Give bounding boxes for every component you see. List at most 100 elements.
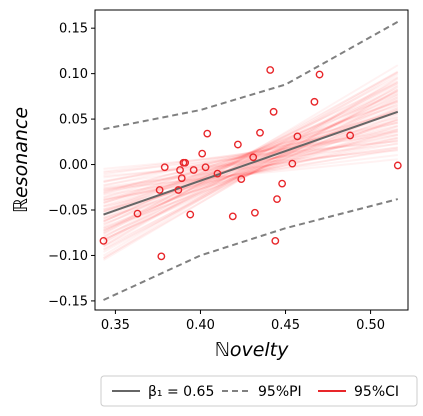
data-point xyxy=(155,186,164,194)
ci-sample-line xyxy=(103,82,399,223)
prediction-interval xyxy=(103,20,399,301)
data-point xyxy=(189,166,198,174)
y-axis-ticks: −0.15 −0.10 −0.05 0.00 0.05 0.10 0.15 xyxy=(48,22,95,309)
ci-sample-line xyxy=(103,142,398,202)
ci-sample-line xyxy=(103,120,399,187)
ci-sample-line xyxy=(103,138,399,208)
ci-sample-line xyxy=(103,75,399,233)
data-point xyxy=(278,179,287,188)
data-point xyxy=(269,107,278,116)
ci-sample-line xyxy=(102,85,399,261)
data-point xyxy=(177,174,186,183)
y-tick-label: −0.05 xyxy=(48,204,88,219)
ci-sample-line xyxy=(103,71,399,234)
data-point xyxy=(99,237,108,245)
y-tick-label: −0.15 xyxy=(48,294,88,309)
ci-sample-line xyxy=(103,107,399,241)
pi-upper-line xyxy=(103,20,399,131)
data-point xyxy=(315,70,324,79)
ci-sample-line xyxy=(103,147,398,201)
data-points xyxy=(99,66,402,261)
ci-sample-line xyxy=(103,93,399,213)
ci-sample-line xyxy=(102,77,399,260)
y-tick-label: 0.10 xyxy=(59,67,88,82)
x-tick-label: 0.45 xyxy=(271,318,300,333)
ci-sample-line xyxy=(103,98,399,241)
data-point xyxy=(288,159,297,168)
data-point xyxy=(271,237,280,245)
data-point xyxy=(201,163,210,172)
ci-sample-line xyxy=(103,111,399,194)
ci-sample-line xyxy=(103,133,398,173)
data-point xyxy=(133,209,142,218)
plot-frame xyxy=(94,9,409,311)
y-tick-label: 0.15 xyxy=(59,22,88,37)
ci-sample-line xyxy=(103,96,399,251)
ci-sample-line xyxy=(103,118,399,225)
data-point xyxy=(176,166,184,174)
ci-sample-line xyxy=(103,102,399,241)
ci-sample-line xyxy=(103,96,399,226)
x-tick-label: 0.35 xyxy=(101,318,130,333)
legend: β₁ = 0.65 95%PI 95%CI xyxy=(100,375,418,407)
data-point xyxy=(186,210,195,219)
x-tick-label: 0.40 xyxy=(186,318,215,333)
ci-sample-line xyxy=(103,118,399,220)
x-tick-label: 0.50 xyxy=(356,318,385,333)
data-point xyxy=(160,163,169,172)
ci-sample-line xyxy=(103,88,399,253)
data-point xyxy=(310,97,319,106)
ci-sample-line xyxy=(103,89,399,251)
ci-sample-line xyxy=(103,158,398,190)
ci-sample-line xyxy=(103,85,399,245)
data-point xyxy=(174,186,183,194)
ci-sample-line xyxy=(103,113,399,232)
y-tick-label: −0.10 xyxy=(48,249,88,264)
data-point xyxy=(393,161,402,170)
ci-sample-line xyxy=(103,137,398,201)
data-point xyxy=(203,129,212,138)
legend-pi-label: 95%PI xyxy=(258,384,302,400)
fit-line-group xyxy=(103,110,399,216)
ci-sample-line xyxy=(103,90,399,216)
pi-lower-line xyxy=(103,198,399,301)
ci-sample-line xyxy=(103,125,399,222)
data-point xyxy=(293,132,302,141)
data-point xyxy=(266,66,275,74)
data-point xyxy=(198,149,207,158)
ci-sample-line xyxy=(103,118,399,230)
data-point xyxy=(249,153,258,162)
y-tick-label: 0.00 xyxy=(59,158,88,173)
data-point xyxy=(233,140,242,149)
data-point xyxy=(251,208,259,217)
ci-sample-line xyxy=(103,143,398,179)
ci-sample-line xyxy=(103,100,399,205)
ci-sample-line xyxy=(103,136,398,186)
ci-sample-line xyxy=(102,76,399,257)
data-point xyxy=(213,169,222,178)
ci-sample-line xyxy=(103,93,399,238)
data-point xyxy=(157,252,166,261)
data-point xyxy=(273,195,281,203)
data-point xyxy=(228,212,237,221)
ci-sample-line xyxy=(103,116,399,217)
ci-sample-line xyxy=(103,128,399,219)
legend-fit-label: β₁ = 0.65 xyxy=(148,384,214,400)
ci-sample-line xyxy=(103,146,398,189)
x-axis-title: ℕovelty xyxy=(215,339,290,361)
ci-sample-line xyxy=(103,99,399,248)
ci-sample-line xyxy=(103,103,399,219)
fit-line xyxy=(103,110,399,216)
ci-sample-line xyxy=(103,109,399,237)
ci-sample-line xyxy=(103,89,399,259)
ci-sample-line xyxy=(103,110,399,199)
legend-box xyxy=(100,375,418,407)
ci-sample-line xyxy=(103,105,399,229)
y-tick-label: 0.05 xyxy=(59,113,88,128)
data-point xyxy=(237,175,246,183)
ci-sample-line xyxy=(103,80,399,227)
data-point xyxy=(181,158,190,167)
legend-ci-label: 95%CI xyxy=(354,384,399,400)
